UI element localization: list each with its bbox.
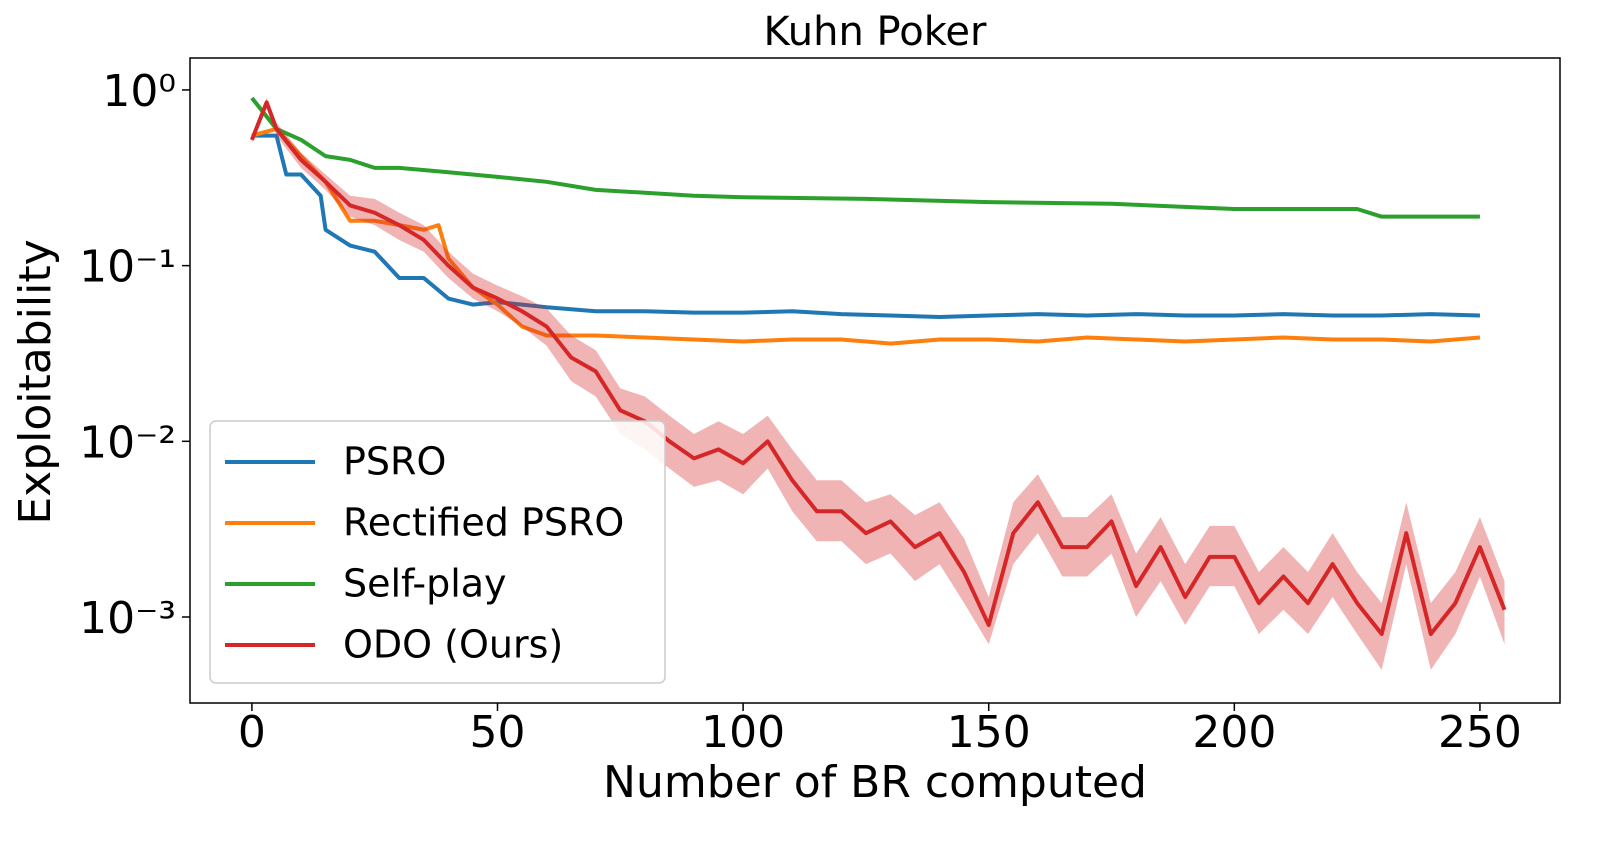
y-tick-label: 10⁰ (102, 66, 176, 117)
legend-label: Self-play (343, 562, 507, 606)
y-tick-label: 10⁻² (79, 417, 176, 468)
legend-label: Rectified PSRO (343, 501, 624, 545)
x-tick-label: 100 (701, 707, 785, 758)
x-tick-label: 150 (947, 707, 1031, 758)
series-line (250, 96, 1480, 219)
legend-label: ODO (Ours) (343, 623, 563, 667)
legend-box (209, 420, 666, 684)
series-line (251, 133, 1480, 320)
x-tick-label: 200 (1192, 707, 1276, 758)
y-tick-label: 10⁻³ (79, 593, 176, 644)
y-axis-label: Exploitability (10, 239, 61, 524)
series-line (251, 126, 1481, 346)
series-line (250, 100, 1507, 637)
chart-title: Kuhn Poker (764, 9, 988, 55)
x-tick-label: 250 (1438, 707, 1522, 758)
x-tick-label: 0 (238, 707, 266, 758)
legend: PSRO Rectified PSRO Self-play ODO (Ours) (209, 420, 666, 684)
x-axis-label: Number of BR computed (603, 757, 1147, 808)
plot-frame (189, 57, 1561, 704)
error-band (251, 97, 1505, 670)
y-tick-label: 10⁻¹ (79, 242, 176, 293)
legend-label: PSRO (343, 440, 446, 484)
x-tick-label: 50 (470, 707, 526, 758)
